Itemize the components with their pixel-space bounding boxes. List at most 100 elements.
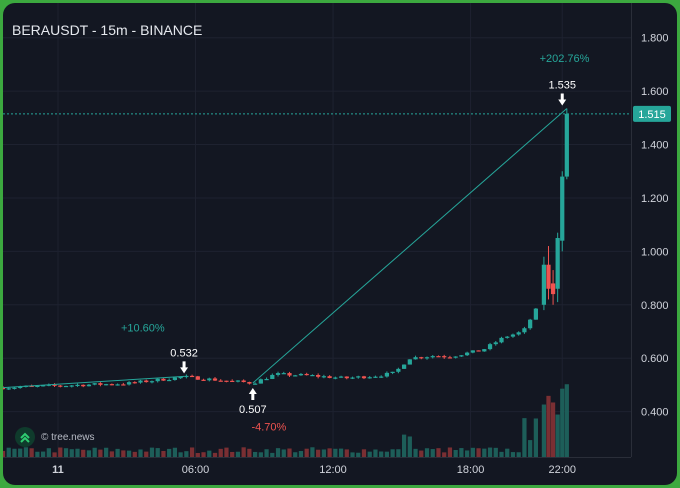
volume-bar [109,451,114,457]
volume-bar [184,451,189,457]
volume-bar [413,448,418,457]
candle-body [132,382,137,384]
candle-body [350,377,355,379]
candle-body [367,377,372,379]
volume-bar [430,449,435,457]
candle-body [104,384,109,386]
candle-body [149,381,155,383]
candle-body [321,376,326,378]
volume-bar [287,448,292,457]
volume-bar [75,448,80,457]
candle-body [201,379,206,381]
candle-body [419,357,424,359]
volume-bar [546,395,551,457]
candle-body [264,378,269,381]
volume-bar [235,451,241,457]
volume-bar [161,450,166,457]
volume-bar [40,451,46,457]
candle-body [98,383,103,385]
candle-body [212,378,218,381]
volume-bar [367,451,372,457]
volume-bar [356,452,361,457]
candle-body [510,334,516,337]
candle-body [533,308,538,320]
volume-bar [321,449,326,457]
chevron-up-double-icon [15,427,35,447]
volume-bar [98,449,103,457]
candle-body [167,379,172,382]
volume-bar [528,440,533,457]
candle-body [172,377,178,380]
candle-body [281,373,286,375]
candle-body [516,332,521,335]
change-label: +10.60% [121,322,165,334]
volume-bar [407,436,412,457]
candle-body [241,380,246,383]
candle-body [293,375,298,377]
candles [3,108,569,391]
volume-bar [316,449,321,457]
candle-body [424,357,430,359]
candle-body [522,328,527,333]
candle-body [155,378,160,382]
volume-bar [459,448,464,457]
volume-bar [453,449,458,457]
y-tick-label: 0.800 [641,300,669,312]
candle-body [465,352,470,356]
volume-bar [333,448,338,457]
price-chart[interactable]: 0.400 0.600 0.800 1.000 1.200 1.400 1.600 1.800… [3,3,677,485]
volume-bar [310,447,315,457]
chart-title: BERAUSDT - 15m - BINANCE [12,22,203,38]
candle-body [144,380,149,383]
candle-body [235,380,241,382]
watermark: © tree.news [15,427,95,447]
volume-bar [212,452,218,457]
candle-body [338,376,344,378]
volume-bar [533,418,538,457]
volume-bars [3,384,569,457]
volume-bar [3,450,6,457]
candle-body [35,385,40,387]
volume-bar [264,449,269,457]
volume-bar [207,450,212,457]
candle-body [333,377,338,379]
volume-bar [560,388,565,457]
candle-body [310,375,315,377]
volume-bar [510,452,516,457]
candle-body [75,384,80,387]
volume-bar [253,451,258,457]
volume-bar [379,451,384,457]
volume-bar [178,452,183,457]
volume-bar [499,451,504,457]
y-tick-label: 1.600 [641,86,669,98]
candle-body [178,376,183,379]
volume-bar [201,452,206,457]
candle-body [287,373,292,376]
volume-bar [270,452,275,457]
volume-bar [6,447,11,457]
x-tick-label: 22:00 [548,464,576,476]
volume-bar [487,447,493,457]
candle-body [436,356,441,358]
candle-body [560,176,565,241]
candle-body [18,386,23,389]
x-tick-label: 11 [52,464,64,476]
point-label: 0.532 [170,347,198,359]
volume-bar [293,452,298,457]
candle-body [86,384,92,387]
volume-bar [373,449,378,457]
volume-bar [505,448,510,457]
candle-body [29,385,34,387]
volume-bar [298,451,304,457]
volume-bar [338,448,344,457]
candle-body [253,383,258,385]
volume-bar [81,449,86,457]
candle-body [442,356,447,358]
volume-bar [46,448,51,457]
candle-body [356,376,361,378]
watermark-text: © tree.news [41,431,95,443]
candle-body [546,264,551,289]
volume-bar [564,384,569,457]
candle-body [528,319,533,329]
y-tick-label: 1.800 [641,33,669,45]
